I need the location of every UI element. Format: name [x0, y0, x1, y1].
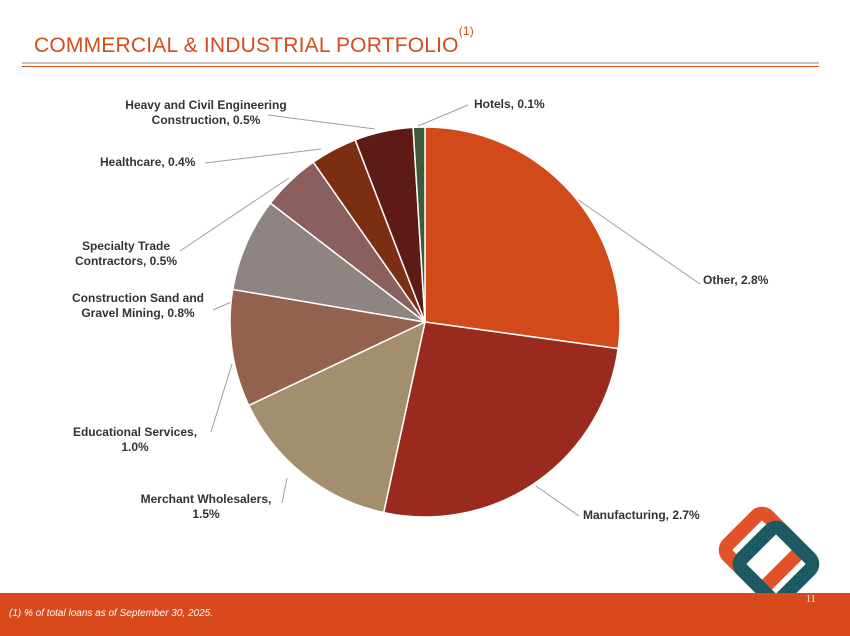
- pie-slice-hotels: [412, 126, 426, 323]
- pie-slice-merchant-wholesalers: [247, 320, 427, 514]
- logo-inner-diamond: [732, 520, 820, 608]
- label-sand-line1: Construction Sand and: [72, 291, 204, 305]
- label-healthcare: Healthcare, 0.4%: [100, 155, 196, 169]
- leader-lines: [179, 104, 701, 517]
- label-heavy-line1: Heavy and Civil Engineering: [125, 98, 287, 112]
- label-specialty-line2: Contractors, 0.5%: [74, 254, 178, 268]
- pie-slice-manufacturing: [382, 321, 620, 518]
- label-construction-sand: Construction Sand and Gravel Mining, 0.8%: [60, 291, 216, 321]
- label-merchant-line2: 1.5%: [192, 507, 220, 521]
- diamond-logo-icon: [718, 506, 820, 608]
- leader-line: [204, 148, 322, 164]
- slide-title: COMMERCIAL & INDUSTRIAL PORTFOLIO(1): [34, 24, 474, 58]
- label-sand-line2: Gravel Mining, 0.8%: [81, 306, 195, 320]
- leader-line: [535, 485, 580, 517]
- title-rule: [22, 62, 819, 64]
- title-rule-accent: [22, 66, 819, 67]
- leader-line: [210, 363, 233, 433]
- leader-line: [417, 104, 469, 127]
- label-merchant-line1: Merchant Wholesalers,: [140, 492, 272, 506]
- footer-bar: [0, 593, 850, 636]
- title-footnote-marker: (1): [458, 24, 474, 38]
- pie-slice-educational-services: [229, 288, 428, 407]
- pie-slice-other: [424, 126, 621, 350]
- logo-outer-diamond: [718, 506, 806, 594]
- leader-line: [281, 477, 288, 504]
- leader-line: [573, 196, 701, 285]
- label-merchant-wholesalers: Merchant Wholesalers, 1.5%: [128, 492, 284, 522]
- leader-line: [267, 114, 376, 130]
- label-specialty-line1: Specialty Trade: [81, 239, 171, 253]
- label-educational-line1: Educational Services,: [72, 425, 198, 439]
- label-other: Other, 2.8%: [703, 273, 769, 287]
- label-educational-line2: 1.0%: [121, 440, 149, 454]
- label-heavy-civil: Heavy and Civil Engineering Construction,…: [108, 98, 304, 128]
- leader-line: [179, 177, 290, 252]
- page-number: 11: [806, 594, 816, 605]
- label-specialty-trade: Specialty Trade Contractors, 0.5%: [66, 239, 186, 269]
- label-hotels: Hotels, 0.1%: [474, 97, 545, 111]
- footnote: (1) % of total loans as of September 30,…: [9, 608, 214, 619]
- pie-slices: [229, 126, 621, 518]
- pie-slice-construction-sand-and-gravel-mining: [231, 202, 426, 323]
- slide-title-text: COMMERCIAL & INDUSTRIAL PORTFOLIO: [34, 34, 459, 57]
- label-heavy-line2: Construction, 0.5%: [151, 113, 261, 127]
- label-manufacturing: Manufacturing, 2.7%: [583, 508, 700, 522]
- label-educational-services: Educational Services, 1.0%: [60, 425, 210, 455]
